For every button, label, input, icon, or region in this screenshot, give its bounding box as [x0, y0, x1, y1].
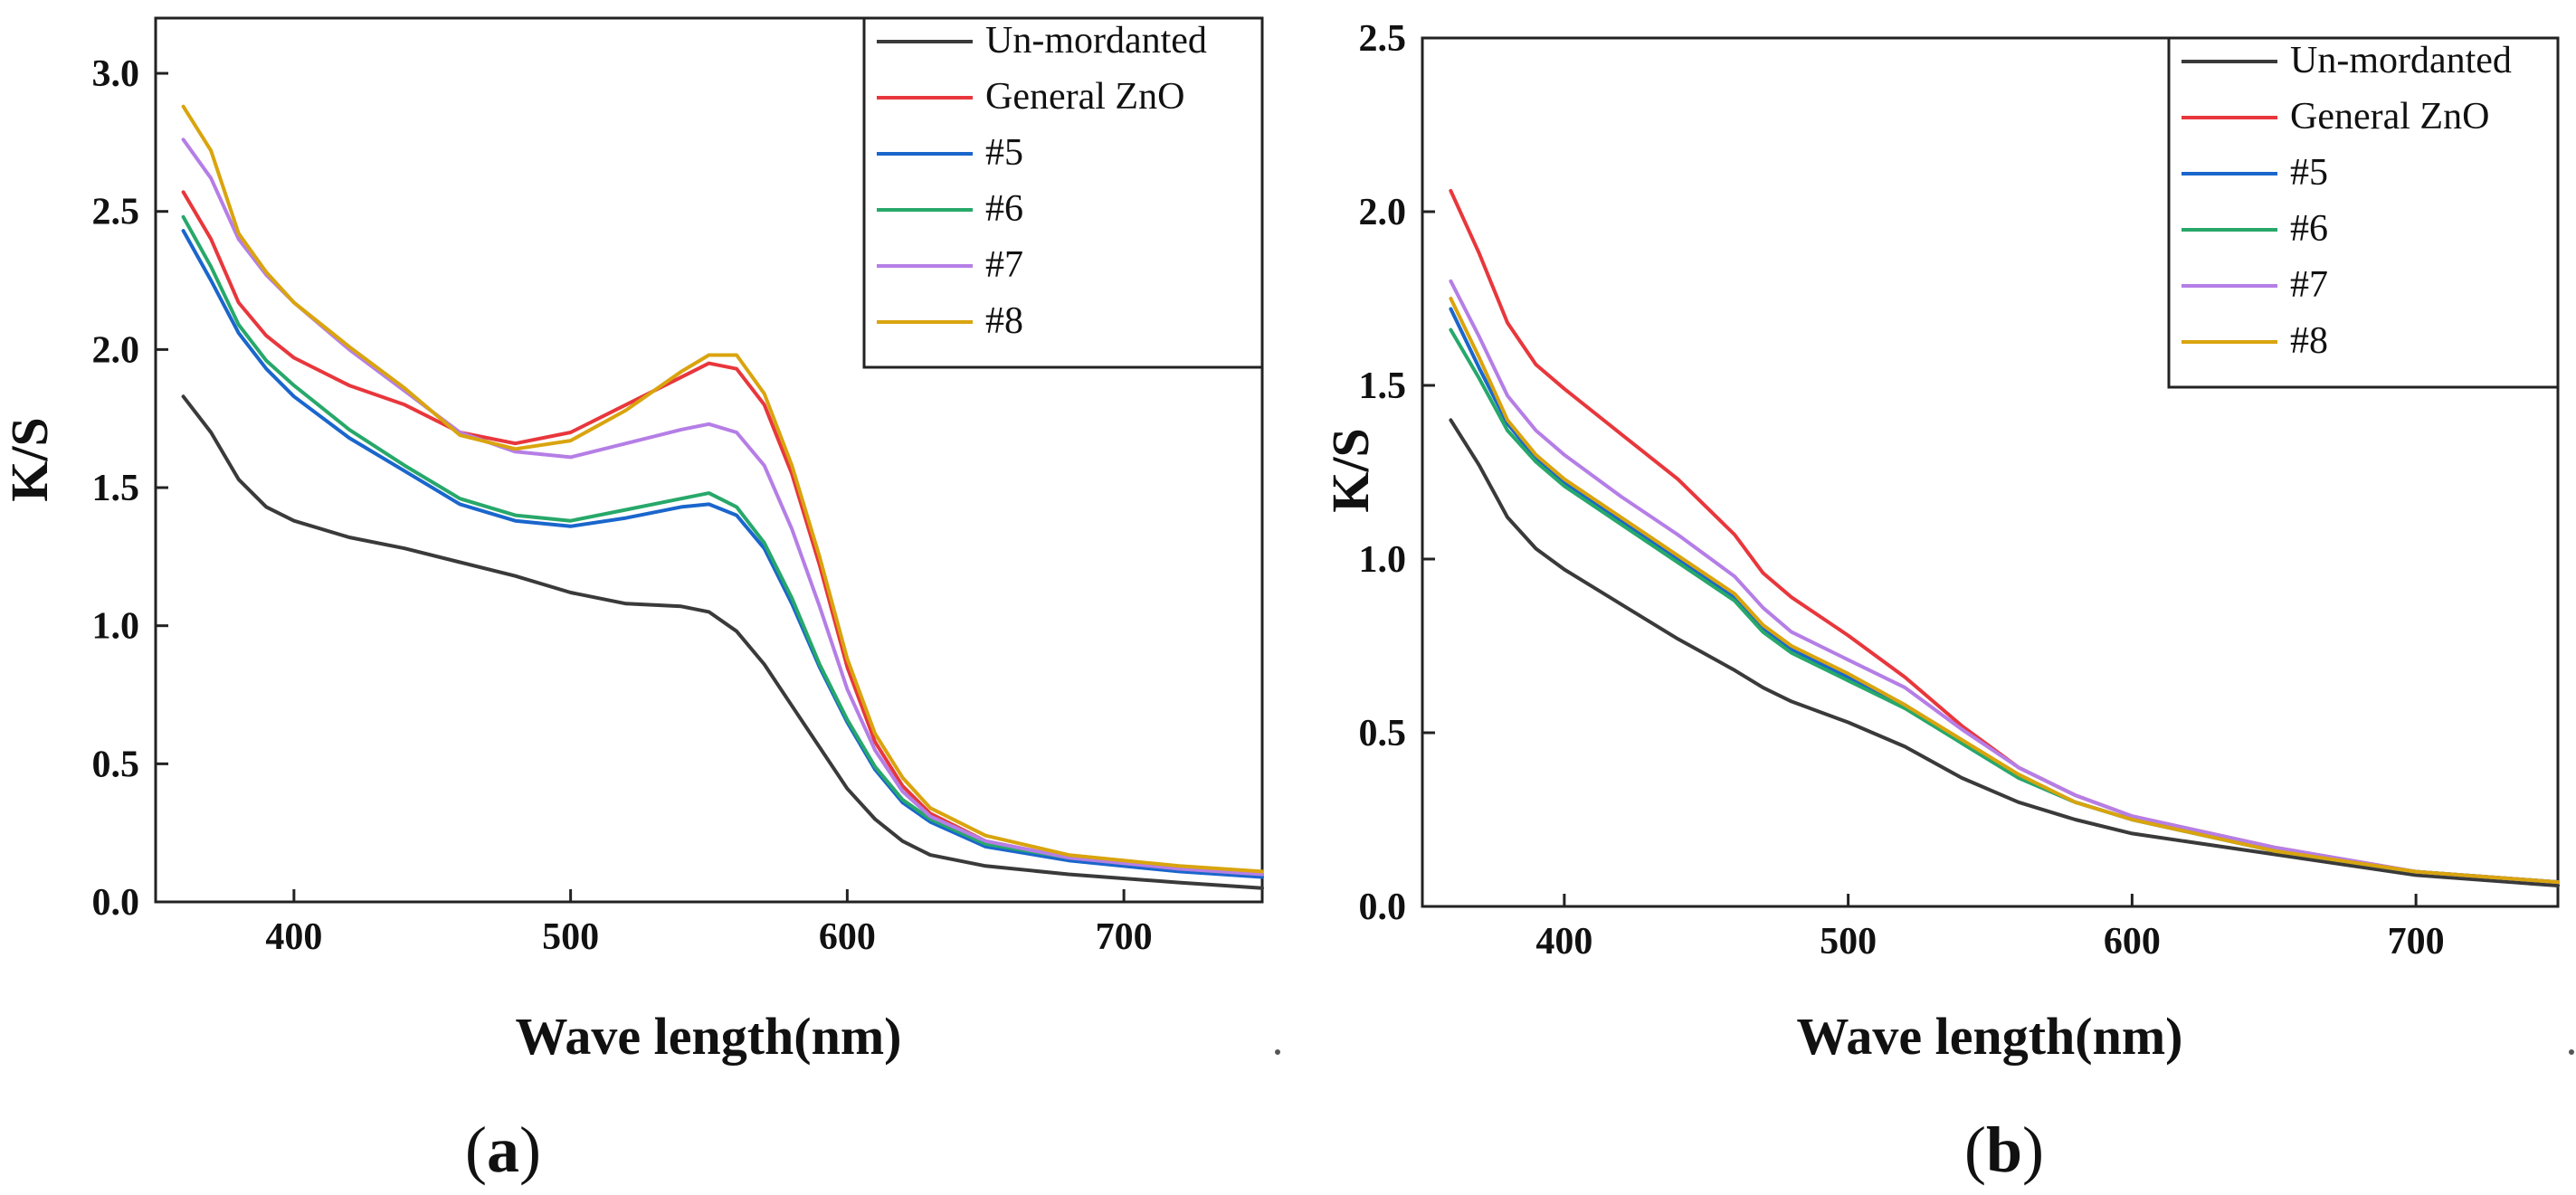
legend-label-a-3: #5 — [985, 132, 1023, 174]
legend-label-a-2: General ZnO — [985, 76, 1184, 118]
y-tick-label-b: 1.0 — [1359, 539, 1407, 581]
x-tick-label-a: 700 — [1096, 916, 1153, 958]
legend-label-a-4: #6 — [985, 188, 1023, 230]
legend-box-b — [2167, 36, 2560, 389]
x-axis-label-a: Wave length(nm) — [516, 1007, 902, 1066]
y-tick-label-b: 1.5 — [1359, 365, 1407, 407]
legend-label-a-5: #7 — [985, 244, 1023, 286]
legend-label-b-6: #8 — [2290, 320, 2328, 362]
x-tick-label-a: 500 — [542, 916, 599, 958]
series-line-b-6 — [1449, 297, 2560, 885]
y-axis-label-a: K/S — [0, 417, 59, 502]
stray-dot-a — [1275, 1049, 1280, 1055]
y-tick-label-a: 2.0 — [92, 329, 140, 371]
y-tick-label-b: 2.0 — [1359, 192, 1407, 233]
series-line-b-1 — [1449, 418, 2560, 887]
x-tick-label-a: 400 — [265, 916, 322, 958]
y-tick-label-a: 0.0 — [92, 882, 140, 924]
x-tick-label-a: 600 — [819, 916, 876, 958]
y-axis-label-b: K/S — [1321, 428, 1380, 513]
y-tick-label-b: 0.5 — [1359, 713, 1407, 754]
series-line-b-4 — [1449, 327, 2560, 885]
y-tick-label-a: 1.0 — [92, 606, 140, 648]
chart-panel-a: 400 500 600 700 0.0 0.5 1.0 1.5 2.0 2.5 3.0 Un-mor… — [0, 16, 1264, 1186]
legend-box-a — [862, 16, 1264, 369]
series-line-a-2 — [181, 190, 1264, 877]
x-tick-label-b: 600 — [2104, 921, 2161, 963]
chart-panel-b: 400 500 600 700 0.0 0.5 1.0 1.5 2.0 2.5 Un-mordan… — [1321, 18, 2560, 1186]
series-line-b-5 — [1449, 279, 2560, 885]
x-axis-label-b: Wave length(nm) — [1797, 1007, 2183, 1066]
panel-label-b: (b) — [1964, 1114, 2044, 1186]
legend-label-a-6: #8 — [985, 300, 1023, 342]
legend-label-b-4: #6 — [2290, 208, 2328, 250]
series-line-a-6 — [181, 104, 1264, 874]
x-tick-label-b: 400 — [1535, 921, 1592, 963]
y-tick-label-b: 2.5 — [1359, 18, 1407, 60]
x-tick-label-b: 700 — [2388, 921, 2445, 963]
legend-label-b-1: Un-mordanted — [2290, 40, 2512, 81]
y-tick-label-a: 0.5 — [92, 744, 140, 785]
y-tick-label-b: 0.0 — [1359, 887, 1407, 928]
legend-label-b-2: General ZnO — [2290, 96, 2489, 138]
x-tick-label-b: 500 — [1820, 921, 1877, 963]
stray-dot-b — [2569, 1049, 2574, 1055]
y-tick-label-a: 1.5 — [92, 468, 140, 509]
legend-label-b-3: #5 — [2290, 152, 2328, 194]
plot-frame-b — [1421, 36, 2560, 908]
panel-letter-b: b — [1986, 1114, 2022, 1186]
series-line-a-1 — [181, 394, 1264, 890]
y-tick-label-a: 2.5 — [92, 192, 140, 233]
panel-letter-a: a — [487, 1114, 519, 1186]
plot-frame-a — [154, 16, 1264, 904]
legend-label-a-1: Un-mordanted — [985, 20, 1207, 62]
panel-label-a: (a) — [465, 1114, 541, 1186]
series-line-a-4 — [181, 214, 1264, 877]
series-line-a-3 — [181, 229, 1264, 879]
y-tick-label-a: 3.0 — [92, 53, 140, 95]
legend-label-b-5: #7 — [2290, 264, 2328, 306]
